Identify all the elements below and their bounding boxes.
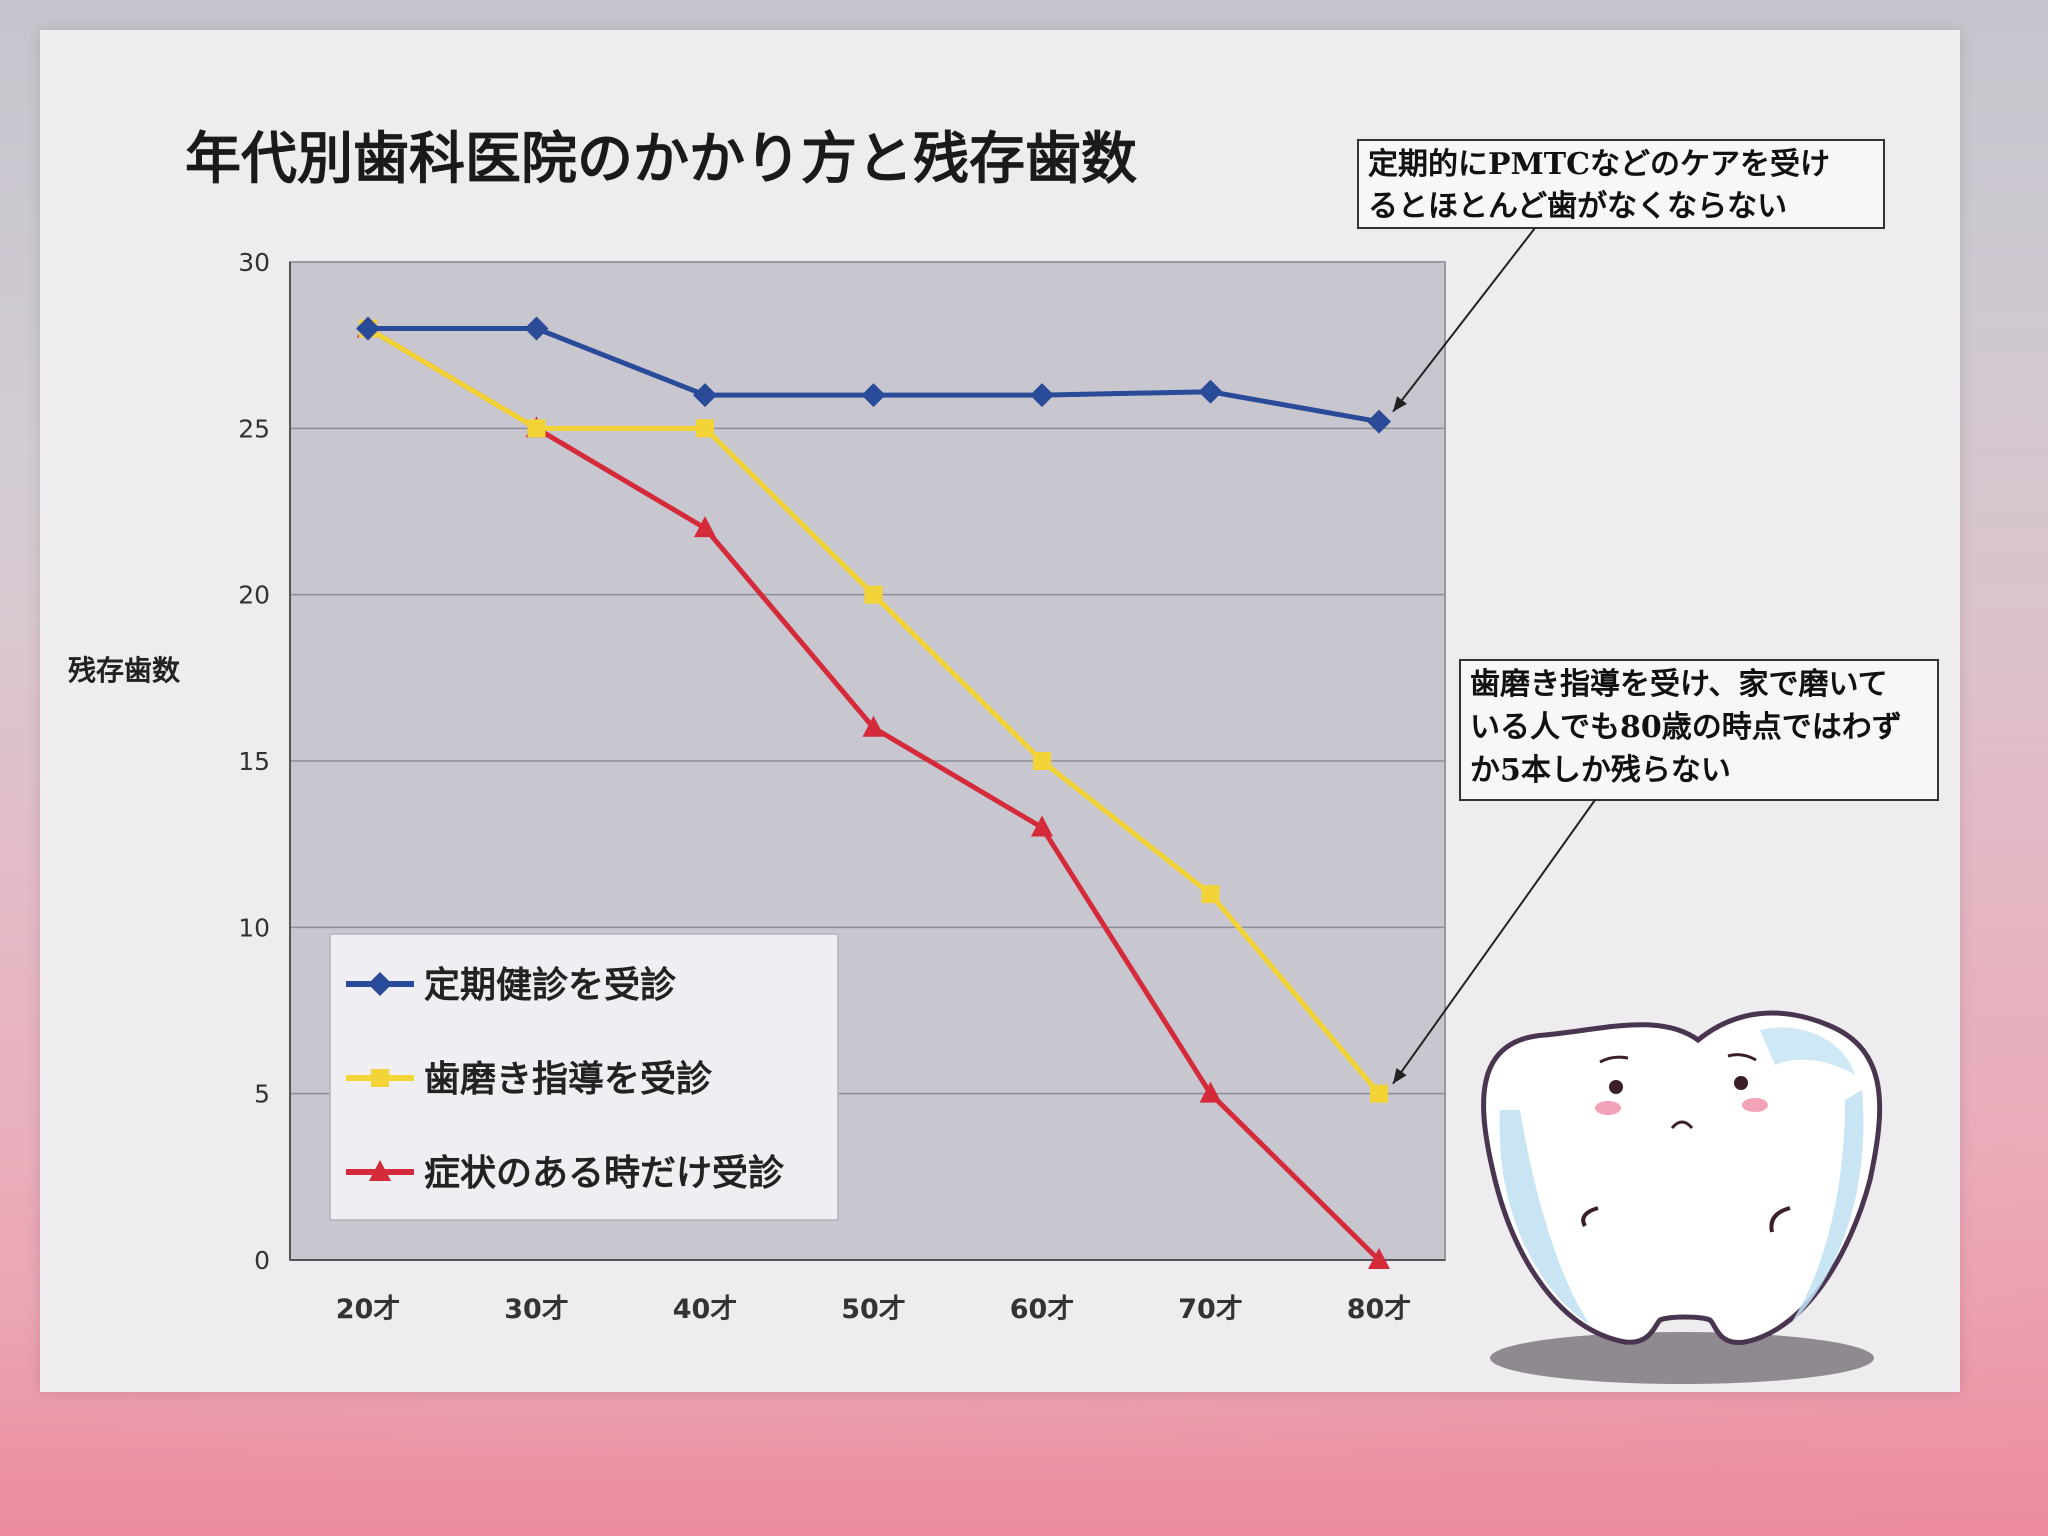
data-point-diamond (1367, 409, 1391, 434)
legend-swatch-marker (369, 1160, 391, 1181)
data-point-diamond (524, 316, 549, 341)
data-point-square (1370, 1084, 1388, 1103)
tooth-right-brow (1727, 1053, 1757, 1062)
tooth-shade-left (1499, 1110, 1590, 1325)
tooth-right-eye (1734, 1076, 1748, 1090)
data-point-diamond (861, 383, 886, 408)
tooth-left-eye (1609, 1080, 1623, 1094)
annotation-text-line: 定期的にPMTCなどのケアを受け (1368, 147, 1830, 182)
annotation-text-line: 歯磨き指導を受け、家で磨いて (1470, 667, 1888, 702)
tooth-highlight (1760, 1027, 1855, 1075)
tooth-right-hand (1769, 1206, 1791, 1233)
legend-swatch-marker (368, 972, 392, 996)
tooth-mascot-illustration (1481, 1010, 1883, 1384)
data-point-diamond (1030, 383, 1054, 408)
data-point-square (1201, 885, 1220, 904)
data-point-square (864, 585, 883, 604)
tooth-mouth (1670, 1120, 1694, 1130)
data-point-triangle (1031, 815, 1053, 837)
y-axis-label: 残存歯数 (68, 654, 181, 687)
annotation-text-line: か5本しか残らない (1470, 753, 1731, 788)
annotations: 定期的にPMTCなどのケアを受けるとほとんど歯がなくならない歯磨き指導を受け、家… (1357, 139, 1939, 1085)
x-axis-ticks: 20才 30才 40才 50才 60才 70才 80才 (336, 1294, 1412, 1325)
tooth-left-brow (1599, 1055, 1629, 1064)
annotation-text-line: いる人でも80歳の時点ではわず (1470, 710, 1902, 745)
data-point-square (1033, 752, 1051, 770)
tooth-shadow (1490, 1332, 1874, 1384)
x-tick-label: 40才 (673, 1294, 738, 1325)
x-tick-label: 70才 (1178, 1294, 1243, 1325)
tooth-left-cheek (1595, 1101, 1621, 1115)
annotation-arrowhead (1393, 396, 1407, 412)
annotation-box (1357, 139, 1885, 229)
data-point-triangle (1368, 1248, 1390, 1269)
legend-entry-label: 定期健診を受診 (424, 965, 677, 1006)
y-tick-label: 0 (254, 1246, 270, 1275)
legend-swatch-marker (371, 1069, 389, 1087)
y-tick-label: 10 (238, 913, 270, 942)
data-point-square (696, 419, 714, 438)
x-tick-label: 50才 (841, 1294, 906, 1325)
x-tick-label: 30才 (504, 1294, 569, 1325)
x-tick-label: 20才 (336, 1294, 401, 1325)
x-tick-label: 60才 (1010, 1294, 1075, 1325)
x-tick-label: 80才 (1347, 1294, 1412, 1325)
y-tick-label: 25 (238, 414, 270, 443)
tooth-right-cheek (1742, 1098, 1768, 1112)
chart-title: 年代別歯科医院のかかり方と残存歯数 (185, 126, 1137, 192)
series-square (359, 319, 1388, 1103)
tooth-body (1481, 1010, 1883, 1345)
data-point-triangle (1199, 1081, 1222, 1103)
annotation-box (1459, 659, 1939, 801)
y-tick-label: 30 (238, 248, 270, 277)
tooth-left-hand (1581, 1206, 1599, 1228)
annotation-arrowhead (1393, 1068, 1407, 1084)
annotation-arrow (1392, 799, 1596, 1085)
tooth-shade-right (1790, 1090, 1864, 1325)
legend-entry-label: 症状のある時だけ受診 (424, 1153, 785, 1194)
data-point-triangle (694, 516, 716, 538)
series-layer (356, 316, 1391, 1269)
data-point-diamond (693, 383, 717, 408)
data-point-diamond (1198, 379, 1223, 404)
data-point-square (527, 419, 546, 438)
y-tick-label: 5 (254, 1080, 270, 1109)
series-diamond (356, 316, 1391, 434)
y-axis-ticks: 0 5 10 15 20 25 30 (238, 248, 270, 1275)
legend-entry-label: 歯磨き指導を受診 (424, 1059, 713, 1100)
data-point-diamond (356, 316, 380, 341)
y-tick-label: 20 (238, 581, 270, 610)
annotation-arrow (1392, 227, 1536, 413)
y-tick-label: 15 (238, 747, 270, 776)
data-point-triangle (862, 715, 885, 737)
legend-box (329, 933, 839, 1221)
annotation-text-line: るとほとんど歯がなくならない (1368, 189, 1787, 224)
